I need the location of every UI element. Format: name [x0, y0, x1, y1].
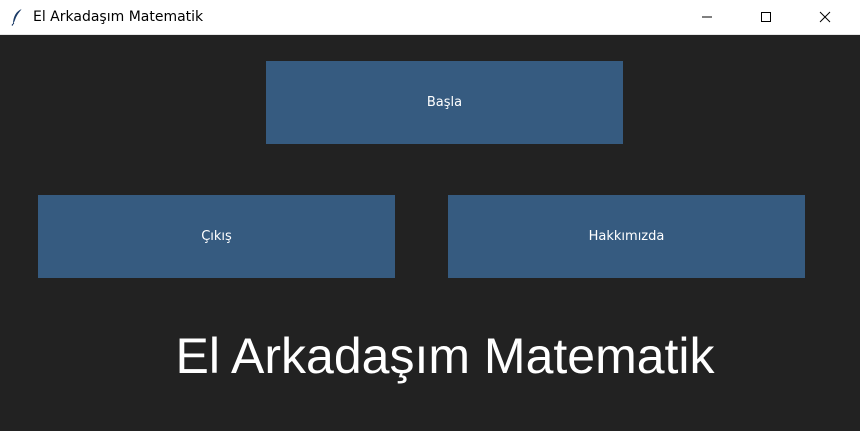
main-content: Başla Çıkış Hakkımızda El Arkadaşım Mate…	[0, 35, 860, 431]
title-bar[interactable]: El Arkadaşım Matematik	[0, 0, 860, 35]
maximize-icon	[760, 8, 772, 27]
minimize-button[interactable]	[684, 0, 730, 34]
exit-button[interactable]: Çıkış	[38, 195, 395, 278]
about-button[interactable]: Hakkımızda	[448, 195, 805, 278]
window-title: El Arkadaşım Matematik	[33, 9, 204, 25]
close-icon	[819, 8, 831, 27]
feather-icon	[10, 8, 26, 26]
close-button[interactable]	[802, 0, 848, 34]
start-button[interactable]: Başla	[266, 61, 623, 144]
maximize-button[interactable]	[743, 0, 789, 34]
app-heading: El Arkadaşım Matematik	[175, 328, 715, 384]
minimize-icon	[701, 8, 713, 27]
